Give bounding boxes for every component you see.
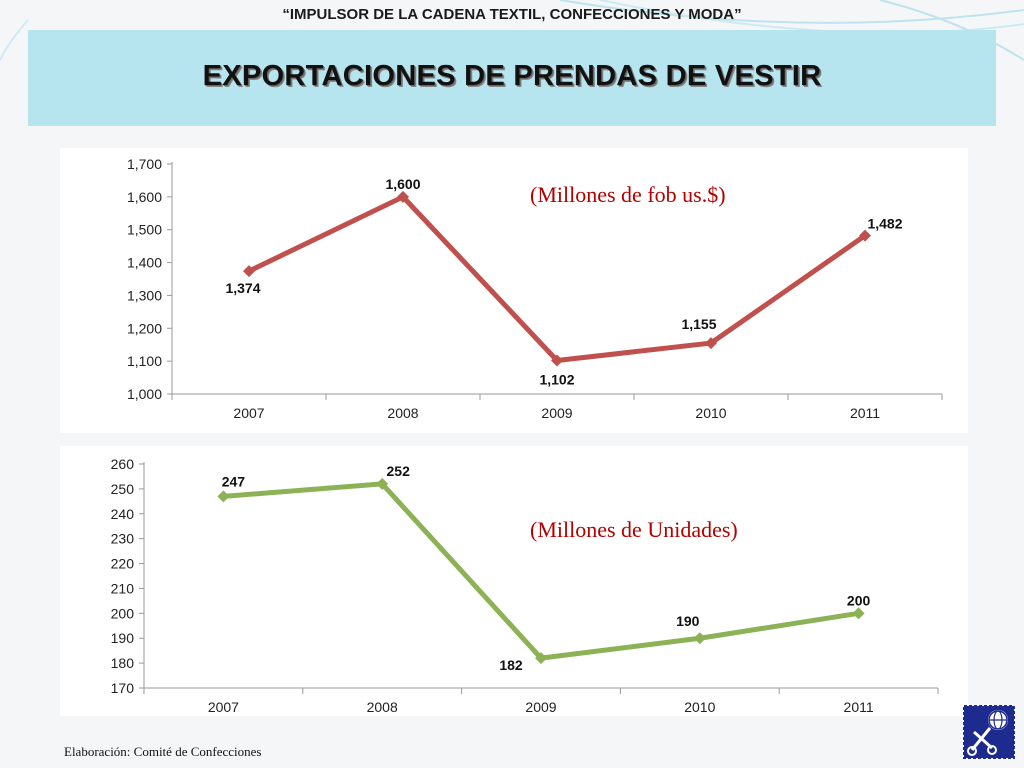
chart-fob-data-label: 1,102 [539,371,574,387]
chart-fob-y-tick-label: 1,600 [127,189,162,205]
chart-units-y-tick-label: 260 [111,456,135,472]
chart-fob-data-label: 1,600 [385,176,420,192]
chart-fob-x-tick-label: 2009 [541,405,572,421]
chart-units-point [535,652,547,665]
chart-units-data-label: 247 [222,473,246,489]
chart-fob-y-tick-label: 1,400 [127,255,162,271]
chart-fob-x-tick-label: 2010 [695,405,726,421]
chart-units-point [376,477,389,490]
chart-units-x-tick-label: 2011 [844,699,874,715]
chart-units-data-label: 182 [499,657,523,673]
chart-units-y-tick-label: 220 [111,556,135,572]
chart-units-y-tick-label: 210 [111,580,135,596]
chart-fob-annotation: (Millones de fob us.$) [530,182,726,207]
chart-units-y-tick-label: 230 [111,531,135,547]
chart-units-x-tick-label: 2007 [208,699,239,715]
chart-fob-y-tick-label: 1,100 [127,353,162,369]
chart-units-data-label: 190 [676,613,700,629]
chart-panel-units: 170 180 190 200 210 220 230 240 250 260 2007 2008 20… [60,446,968,716]
page-title: EXPORTACIONES DE PRENDAS DE VESTIR [202,60,822,92]
chart-fob-point [551,354,563,367]
chart-units-y-tick-label: 200 [111,605,135,621]
chart-units-x-tick-label: 2008 [367,699,398,715]
chart-units-point [852,607,865,620]
chart-units-y-tick-label: 170 [111,680,135,696]
chart-panel-fob: 1,000 1,100 1,200 1,300 1,400 1,500 1,600 1,700… [60,148,968,433]
chart-units-y-tick-label: 240 [111,506,135,522]
chart-fob-data-label: 1,155 [681,316,716,332]
chart-fob-data-label: 1,482 [867,216,902,232]
chart-units-series-line [223,481,859,661]
chart-units-y-tick-label: 180 [111,655,135,671]
footer-credit: Elaboración: Comité de Confecciones [64,744,262,759]
chart-fob-x-tick-label: 2007 [233,405,264,421]
chart-units-y-tick-label: 250 [111,481,135,497]
title-box [28,30,996,126]
chart-fob-point [859,229,871,242]
chart-fob-point [243,265,255,278]
chart-fob-y-tick-label: 1,000 [127,386,162,402]
chart-units-x-tick-label: 2009 [525,699,556,715]
chart-fob-data-label: 1,374 [225,280,260,296]
chart-fob-y-tick-label: 1,700 [127,156,162,172]
chart-fob-x-tick-label: 2008 [387,405,418,421]
chart-fob-series-line [247,194,867,363]
chart-units-data-label: 200 [847,592,871,608]
chart-fob-point [397,190,409,203]
chart-units-point [217,490,230,503]
chart-units-data-label: 252 [387,463,411,479]
chart-units-y-tick-label: 190 [111,630,135,646]
chart-fob-y-tick-label: 1,300 [127,287,162,303]
chart-units-x-tick-label: 2010 [684,699,715,715]
globe-scissors-stamp-icon [963,705,1015,759]
top-banner: “IMPULSOR DE LA CADENA TEXTIL, CONFECCIO… [282,6,742,23]
chart-fob-line: 1,000 1,100 1,200 1,300 1,400 1,500 1,600 1,700… [127,156,943,421]
chart-fob-point [705,337,717,350]
chart-fob-x-tick-label: 2011 [850,405,880,421]
chart-units-point [693,632,706,645]
chart-fob-y-tick-label: 1,200 [127,320,162,336]
chart-fob-y-tick-label: 1,500 [127,222,162,238]
chart-units-line: 170 180 190 200 210 220 230 240 250 260 2007 2008 20… [111,456,939,715]
chart-units-annotation: (Millones de Unidades) [530,517,738,542]
